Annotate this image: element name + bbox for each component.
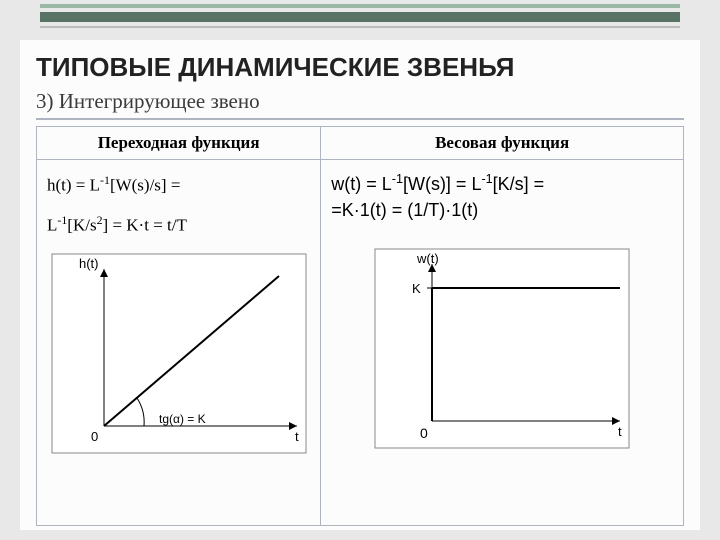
svg-text:t: t bbox=[295, 429, 299, 444]
decorative-header-stripe bbox=[0, 0, 720, 28]
functions-table: Переходная функция Весовая функция h(t) … bbox=[36, 126, 684, 526]
cell-weight-function: w(t) = L-1[W(s)] = L-1[K/s] = =K·1(t) = … bbox=[321, 160, 683, 525]
table-body-row: h(t) = L-1[W(s)/s] = L-1[K/s2] = K·t = t… bbox=[37, 160, 683, 525]
col-header-right: Весовая функция bbox=[321, 127, 683, 159]
table-header-row: Переходная функция Весовая функция bbox=[37, 127, 683, 160]
svg-text:h(t): h(t) bbox=[79, 256, 99, 271]
svg-text:w(t): w(t) bbox=[416, 251, 439, 266]
plot-weight-function: w(t) Kt 0 bbox=[372, 246, 632, 451]
w-formula: w(t) = L-1[W(s)] = L-1[K/s] = =K·1(t) = … bbox=[331, 170, 673, 223]
svg-text:0: 0 bbox=[91, 429, 98, 444]
svg-text:t: t bbox=[618, 424, 622, 439]
page-subtitle: 3) Интегрирующее звено bbox=[36, 89, 684, 120]
svg-text:0: 0 bbox=[420, 425, 428, 441]
h-formula-line2: L-1[K/s2] = K·t = t/T bbox=[47, 212, 310, 238]
h-formula-line1: h(t) = L-1[W(s)/s] = bbox=[47, 172, 310, 198]
cell-transition-function: h(t) = L-1[W(s)/s] = L-1[K/s2] = K·t = t… bbox=[37, 160, 321, 525]
slide-content: ТИПОВЫЕ ДИНАМИЧЕСКИЕ ЗВЕНЬЯ 3) Интегриру… bbox=[20, 40, 700, 530]
plot-transition-function: h(t) t 0 tg(α) = K bbox=[49, 251, 309, 456]
svg-text:K: K bbox=[412, 281, 421, 296]
col-header-left: Переходная функция bbox=[37, 127, 321, 159]
page-title: ТИПОВЫЕ ДИНАМИЧЕСКИЕ ЗВЕНЬЯ bbox=[36, 52, 684, 83]
svg-text:tg(α) = K: tg(α) = K bbox=[159, 412, 206, 426]
